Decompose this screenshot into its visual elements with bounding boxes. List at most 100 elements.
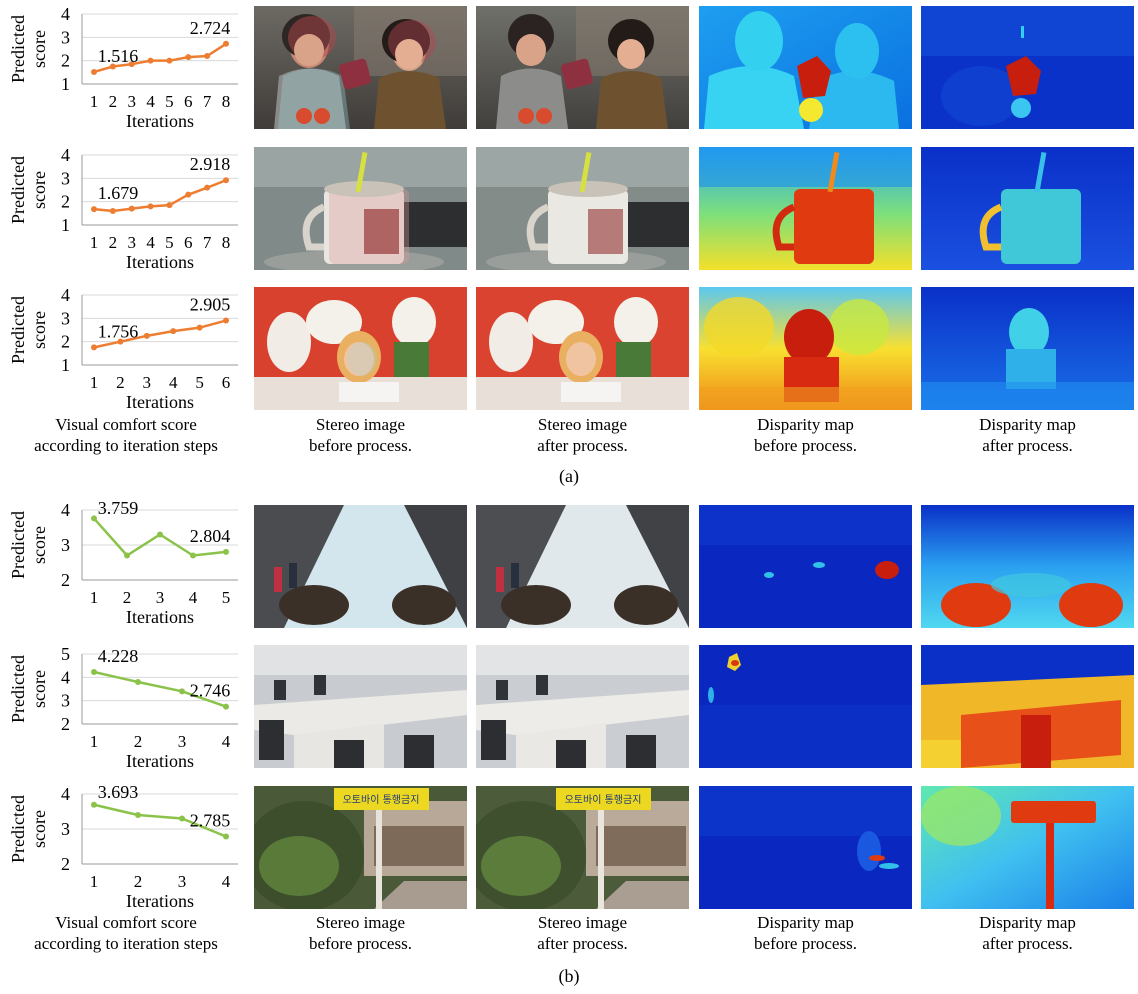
caption-chart-a: Visual comfort score according to iterat… [34,415,218,455]
data-point [91,515,97,522]
x-tick-label: 7 [203,92,212,111]
data-point [223,177,229,184]
data-point [196,324,203,331]
data-point [109,208,116,214]
y-axis-label: score [29,311,49,349]
x-tick-label: 8 [222,233,231,252]
data-point [128,205,135,212]
disparity-before-b3 [699,786,912,909]
series-line [93,670,227,708]
y-tick-label: 4 [61,667,70,687]
y-tick-label: 2 [61,192,70,212]
subfigure-label-a: (a) [559,466,579,486]
disparity-before-a3 [699,287,912,410]
data-label: 2.724 [190,18,231,38]
data-point [185,54,192,61]
x-tick-label: 8 [222,92,231,111]
data-point [91,344,97,351]
y-axis-label: score [29,171,49,209]
data-label: 2.905 [190,295,231,315]
x-tick-label: 1 [90,872,99,891]
y-axis-label: Predicted [8,15,28,83]
series-line [93,803,227,838]
x-axis-label: Iterations [126,392,194,412]
sign-text: 오토바이 통행금지 [565,794,642,806]
data-label: 2.785 [190,811,231,831]
data-label: 2.746 [190,681,231,701]
stereo-before-a2 [254,147,467,270]
data-point [109,63,116,70]
data-point [223,703,229,710]
y-axis-label: score [29,670,49,708]
data-label: 2.804 [190,526,231,546]
data-label: 3.759 [98,498,139,518]
comfort-score-chart-b1: 2 3 4 1 2 3 4 5 Predicted score Iterations 3.759 2.8… [8,498,238,627]
y-tick-label: 2 [61,570,70,590]
y-axis-label: score [29,810,49,848]
disparity-after-b3 [921,786,1134,909]
y-axis-label: Predicted [8,655,28,723]
subfigure-label-b: (b) [558,966,580,986]
y-tick-label: 1 [61,355,70,375]
x-tick-label: 5 [165,233,174,252]
y-axis-label: Predicted [8,511,28,579]
y-tick-label: 2 [61,51,70,71]
x-tick-label: 4 [146,92,155,111]
disparity-before-a2 [699,147,912,270]
disparity-after-a1 [921,6,1134,129]
data-point [179,688,185,695]
data-point [91,68,97,75]
stereo-after-b3: 오토바이 통행금지 [476,786,689,909]
y-tick-label: 4 [61,4,70,24]
x-tick-label: 1 [90,373,99,392]
y-tick-label: 3 [61,535,70,555]
disparity-before-b1 [699,505,912,628]
disparity-after-a3 [921,287,1134,410]
caption-disparity-before-a: Disparity map before process. [754,415,857,455]
stereo-before-a3 [254,287,467,410]
data-label: 3.693 [98,782,139,802]
x-tick-label: 2 [134,872,143,891]
x-tick-label: 1 [90,233,99,252]
y-tick-label: 5 [61,644,70,664]
x-axis-label: Iterations [126,252,194,272]
stereo-after-b2 [476,645,689,768]
caption-chart-b: Visual comfort score according to iterat… [34,913,218,953]
x-tick-label: 2 [109,92,118,111]
disparity-before-a1 [699,6,912,129]
stereo-before-b1 [254,505,467,628]
data-point [223,548,229,555]
data-point [143,332,150,339]
sign-text: 오토바이 통행금지 [343,794,420,806]
stereo-before-b3: 오토바이 통행금지 [254,786,467,909]
caption-disparity-after-b: Disparity map after process. [979,913,1076,953]
y-tick-label: 4 [61,285,70,305]
x-axis-label: Iterations [126,751,194,771]
x-axis-label: Iterations [126,111,194,131]
x-tick-label: 2 [116,373,125,392]
data-point [166,202,173,209]
data-point [170,328,177,335]
y-tick-label: 4 [61,500,70,520]
data-point [190,552,196,559]
x-tick-label: 6 [184,233,193,252]
x-axis-label: Iterations [126,891,194,911]
x-tick-label: 2 [123,588,132,607]
x-tick-label: 3 [143,373,152,392]
y-tick-label: 3 [61,308,70,328]
data-point [135,679,141,685]
data-label: 4.228 [98,646,139,666]
data-label: 1.756 [98,321,139,341]
disparity-after-b1 [921,505,1134,628]
x-tick-label: 6 [184,92,193,111]
x-tick-label: 4 [222,732,231,751]
x-tick-label: 5 [222,588,231,607]
data-point [124,552,130,559]
series-line [93,179,227,213]
stereo-after-b1 [476,505,689,628]
comfort-score-chart-b2: 2 3 4 5 1 2 3 4 Predicted score Iterations 4.228 2.7… [8,644,238,771]
caption-stereo-before-a: Stereo image before process. [309,415,412,455]
